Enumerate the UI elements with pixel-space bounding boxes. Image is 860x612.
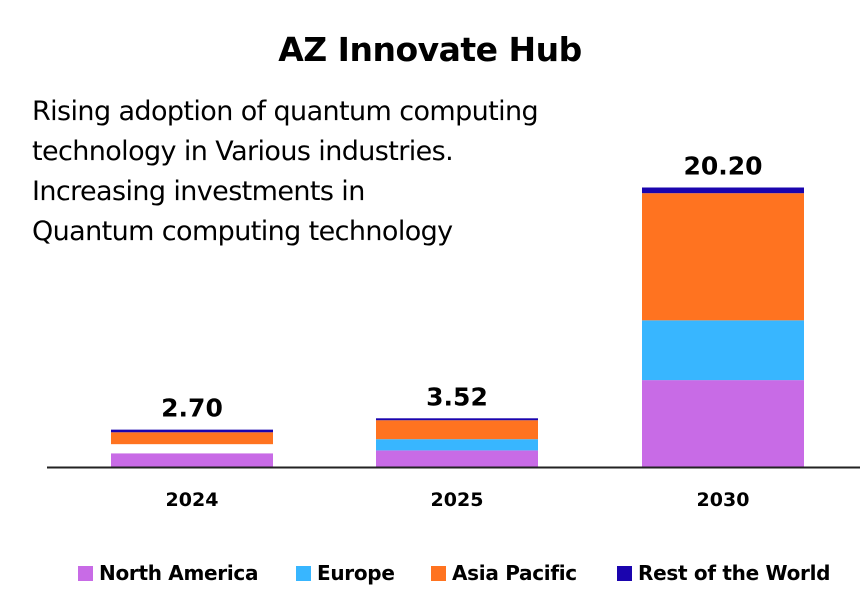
legend-swatch: [296, 565, 311, 581]
bar-total-label: 20.20: [683, 152, 762, 181]
x-tick-label: 2030: [697, 489, 750, 511]
bar-segment-europe-2030: [642, 320, 804, 381]
legend-label: Rest of the World: [638, 561, 831, 585]
bar-segment-asia-pacific-2024: [111, 432, 273, 445]
bar-segment-north-america-2024: [111, 453, 273, 467]
bar-segment-europe-2024: [111, 444, 273, 454]
legend-item-north-america: North America: [78, 561, 258, 585]
bar-segment-north-america-2030: [642, 380, 804, 467]
legend-item-asia-pacific: Asia Pacific: [431, 561, 577, 585]
chart-annotation: Rising adoption of quantum computing tec…: [32, 92, 539, 252]
annotation-line: Quantum computing technology: [32, 216, 453, 247]
legend-label: Asia Pacific: [452, 561, 577, 585]
legend-label: Europe: [317, 561, 395, 585]
bar-segment-north-america-2025: [376, 450, 538, 467]
bar-segment-asia-pacific-2030: [642, 193, 804, 321]
bar-segment-rest-of-the-world-2030: [642, 187, 804, 194]
annotation-line: technology in Various industries.: [32, 136, 454, 167]
bar-segment-asia-pacific-2025: [376, 420, 538, 440]
legend-item-rest-of-the-world: Rest of the World: [617, 561, 830, 585]
annotation-line: Increasing investments in: [32, 176, 365, 207]
bar-total-label: 3.52: [426, 382, 488, 411]
legend-label: North America: [99, 561, 259, 585]
x-tick-label: 2025: [431, 489, 484, 511]
chart-title: AZ Innovate Hub: [278, 30, 582, 69]
legend-swatch: [617, 565, 632, 581]
bar-total-label: 2.70: [161, 394, 223, 423]
legend-item-europe: Europe: [296, 561, 395, 585]
x-tick-label: 2024: [166, 489, 219, 511]
annotation-line: Rising adoption of quantum computing: [32, 96, 539, 127]
bar-segment-europe-2025: [376, 439, 538, 451]
legend-swatch: [78, 565, 93, 581]
bar-segment-rest-of-the-world-2025: [376, 418, 538, 421]
bar-segment-rest-of-the-world-2024: [111, 429, 273, 433]
chart-legend: North America Europe Asia Pacific Rest of t…: [0, 561, 860, 591]
legend-swatch: [431, 565, 446, 581]
